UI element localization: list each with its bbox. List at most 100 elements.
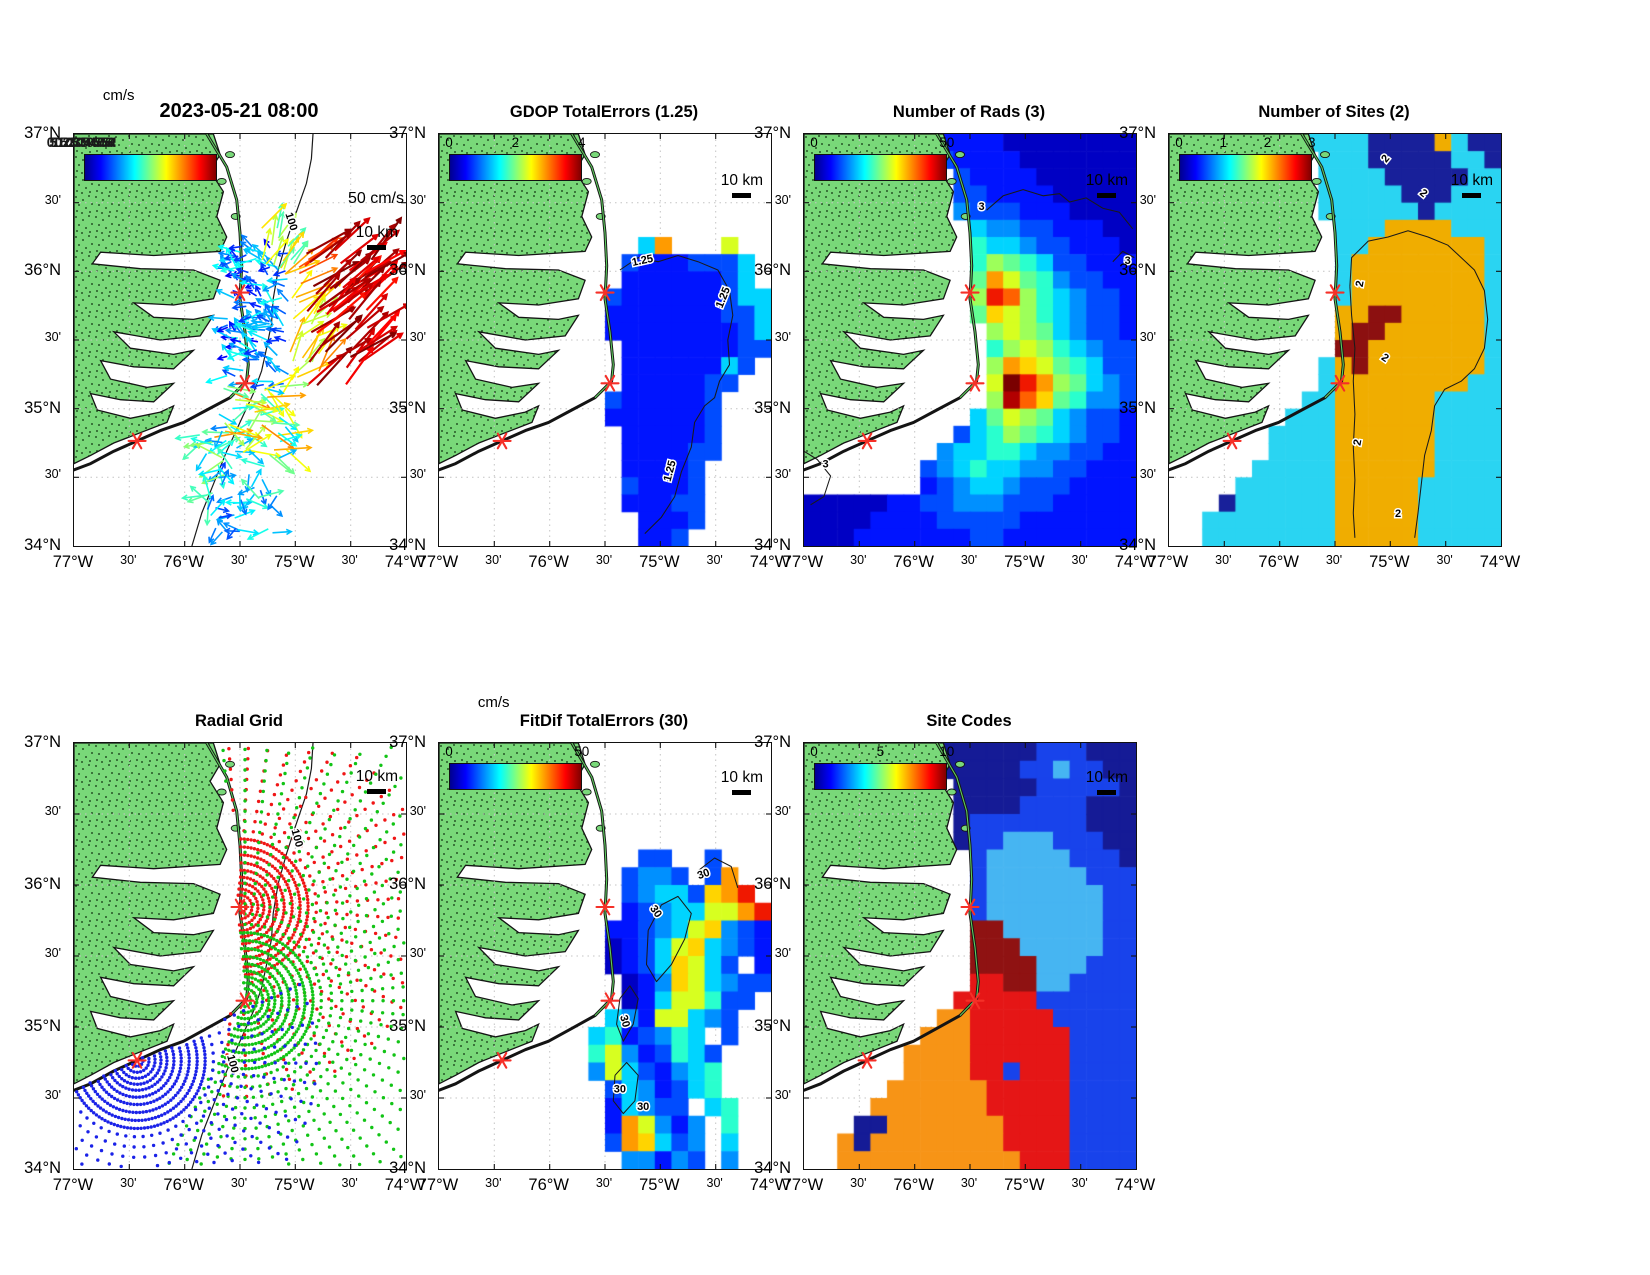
y-tick-label: 37°N bbox=[754, 733, 791, 751]
svg-text:3: 3 bbox=[979, 201, 985, 213]
y-tick-label: 34°N bbox=[754, 536, 791, 554]
y-tick-label: 35°N bbox=[1119, 398, 1156, 417]
colorbar-gradient bbox=[1178, 154, 1312, 181]
x-tick-label: 74°W bbox=[749, 1176, 791, 1194]
y-tick-label: 35°N bbox=[24, 398, 61, 417]
x-tick-label: 77°W bbox=[782, 553, 824, 571]
x-tick-label: 30' bbox=[706, 553, 723, 567]
km-scale-label: 10 km bbox=[1450, 172, 1493, 189]
x-tick-label: 77°W bbox=[1147, 553, 1189, 571]
panel-title: GDOP TotalErrors (1.25) bbox=[509, 103, 699, 121]
km-scale-bar bbox=[1097, 790, 1117, 795]
svg-text:2: 2 bbox=[1354, 280, 1367, 288]
y-tick-label: 30' bbox=[44, 946, 61, 960]
panel-site-codes: Site Codes 0 5 10 10 km 37°N 30' 36°N 30' 35°N 3… bbox=[754, 712, 1155, 1194]
radar-site-marker bbox=[595, 284, 615, 302]
colorbar-tick-label: 0 bbox=[445, 135, 453, 150]
colorbar: 0 5 10 bbox=[810, 744, 954, 790]
km-scale: 10 km bbox=[1086, 769, 1128, 795]
radar-site-marker bbox=[857, 1051, 877, 1069]
x-tick-label: 77°W bbox=[417, 1176, 459, 1194]
y-tick-label: 34°N bbox=[754, 1159, 791, 1177]
y-tick-label: 30' bbox=[774, 330, 791, 344]
radar-site-marker bbox=[1330, 374, 1350, 392]
x-axis-ticks: 77°W 30' 76°W 30' 75°W 30' 74°W bbox=[418, 553, 791, 575]
x-tick-label: 30' bbox=[850, 553, 867, 567]
x-tick-label: 75°W bbox=[274, 1176, 315, 1194]
x-tick-label: 75°W bbox=[1369, 553, 1410, 571]
x-tick-label: 30' bbox=[341, 553, 358, 567]
radar-site-marker bbox=[600, 374, 620, 392]
colorbar-tick-label: 0 bbox=[445, 744, 453, 759]
x-tick-label: 77°W bbox=[782, 1176, 824, 1194]
x-axis-ticks: 77°W 30' 76°W 30' 75°W 30' 74°W bbox=[783, 1176, 1156, 1198]
y-tick-label: 37°N bbox=[389, 733, 426, 751]
vector-scale-label: 50 cm/s bbox=[347, 190, 404, 207]
map-overlay: 1.251.251.25 bbox=[439, 134, 771, 546]
y-tick-label: 35°N bbox=[754, 1017, 791, 1035]
svg-text:2: 2 bbox=[1352, 438, 1365, 446]
svg-text:1.25: 1.25 bbox=[662, 459, 679, 483]
x-tick-label: 76°W bbox=[528, 553, 569, 571]
km-scale-label: 10 km bbox=[355, 768, 398, 785]
y-tick-label: 30' bbox=[1139, 467, 1156, 482]
panel-fitdif-errors: cm/s FitDif TotalErrors (30) 30 30 30 30 30 0… bbox=[389, 694, 790, 1194]
y-tick-label: 34°N bbox=[1119, 536, 1156, 554]
x-axis-ticks: 77°W 30' 76°W 30' 75°W 30' 74°W bbox=[1148, 553, 1521, 575]
y-tick-label: 30' bbox=[44, 192, 61, 207]
x-tick-label: 75°W bbox=[274, 553, 315, 571]
y-tick-label: 36°N bbox=[389, 875, 426, 893]
colorbar: 0 50 bbox=[445, 744, 589, 790]
y-tick-label: 30' bbox=[44, 804, 61, 818]
y-tick-label: 36°N bbox=[389, 261, 426, 280]
x-axis-ticks: 77°W 30' 76°W 30' 75°W 30' 74°W bbox=[53, 553, 426, 575]
y-tick-label: 30' bbox=[409, 946, 426, 960]
y-tick-label: 30' bbox=[409, 1088, 426, 1102]
y-tick-label: 30' bbox=[44, 467, 61, 482]
x-tick-label: 30' bbox=[1325, 553, 1343, 567]
x-tick-label: 30' bbox=[1071, 553, 1088, 567]
x-axis-ticks: 77°W 30' 76°W 30' 75°W 30' 74°W bbox=[53, 1176, 426, 1198]
y-tick-label: 30' bbox=[1139, 192, 1156, 207]
y-tick-label: 35°N bbox=[754, 398, 791, 417]
panel-title: Number of Sites (2) bbox=[1258, 103, 1410, 121]
map-overlay: 100 bbox=[74, 134, 406, 546]
colorbar-ticks-overlapping: 051015202530354045505560657075808590 bbox=[46, 135, 116, 150]
x-tick-label: 74°W bbox=[384, 553, 426, 571]
radar-site-marker bbox=[230, 284, 250, 302]
map-overlay: 3 3 3 bbox=[804, 134, 1136, 546]
x-tick-label: 30' bbox=[595, 553, 613, 567]
map-plot: 0 5 10 10 km bbox=[803, 742, 1137, 1170]
panel-title: FitDif TotalErrors (30) bbox=[519, 712, 689, 730]
colorbar-tick-label: 0 bbox=[1175, 135, 1183, 150]
panel-surface-currents: cm/s 2023-05-21 08:00 100 051015202530354… bbox=[24, 87, 425, 571]
map-plot: 30 30 30 30 30 0 50 10 km bbox=[438, 742, 772, 1170]
km-scale: 10 km bbox=[356, 768, 398, 794]
radar-site-marker bbox=[127, 1051, 147, 1069]
x-tick-label: 74°W bbox=[1114, 1176, 1156, 1194]
y-tick-label: 37°N bbox=[1119, 124, 1156, 142]
map-plot: 100 100 10 km bbox=[73, 742, 407, 1170]
x-tick-label: 74°W bbox=[749, 553, 791, 571]
colorbar-gradient bbox=[448, 154, 582, 181]
colorbar-tick-label: 0 bbox=[810, 744, 818, 759]
radar-site-marker bbox=[965, 374, 985, 392]
colorbar-tick-label: 50 bbox=[574, 744, 590, 759]
map-plot: 2 2 2 2 2 2 0 1 2 3 10 km bbox=[1168, 133, 1502, 547]
svg-text:3: 3 bbox=[823, 459, 829, 471]
x-tick-label: 77°W bbox=[417, 553, 459, 571]
x-tick-label: 76°W bbox=[163, 1176, 204, 1194]
y-tick-label: 30' bbox=[774, 192, 791, 207]
panel-gdop-errors: GDOP TotalErrors (1.25) 1.25 1.25 1.25 0 2 4 1… bbox=[389, 103, 790, 571]
km-scale-bar bbox=[732, 790, 752, 795]
colorbar-tick-label: 5 bbox=[876, 744, 885, 759]
km-scale-label: 10 km bbox=[720, 769, 763, 786]
km-scale-label: 10 km bbox=[1085, 769, 1128, 786]
radar-site-marker bbox=[127, 432, 147, 450]
y-tick-label: 30' bbox=[44, 1088, 61, 1102]
colorbar: 0 50 bbox=[810, 135, 954, 181]
y-tick-label: 36°N bbox=[24, 261, 61, 280]
colorbar-tick-label: 2 bbox=[511, 135, 520, 150]
